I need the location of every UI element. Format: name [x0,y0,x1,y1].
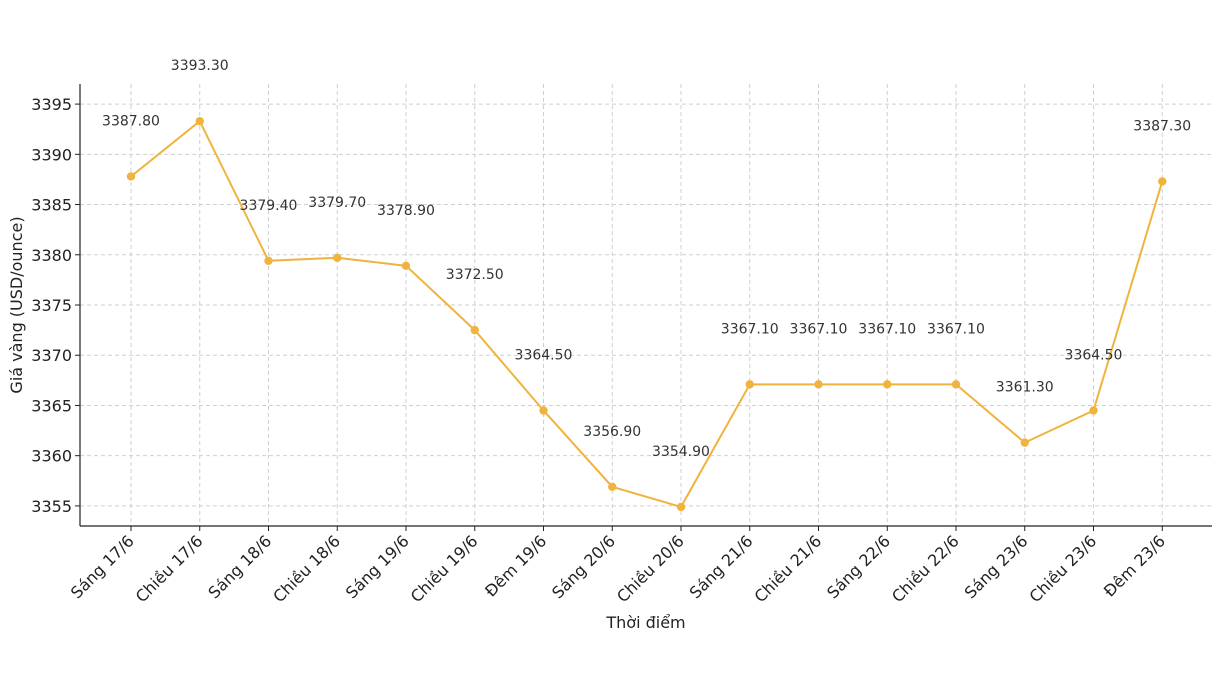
data-point [951,380,961,389]
x-tick-label: Sáng 22/6 [823,531,894,602]
data-point [608,482,617,492]
data-label: 3356.90 [583,424,641,440]
grid [80,84,1212,526]
x-tick-label: Sáng 19/6 [342,531,413,602]
data-labels: 3387.80 3393.30 3379.40 3379.70 3378.90 3372.… [102,58,1191,460]
x-tick-label: Chiều 17/6 [132,531,207,606]
data-point [883,380,892,389]
data-point [126,172,136,181]
data-label: 3354.90 [652,444,710,460]
y-tick-label: 3360 [31,447,72,466]
data-label: 3361.30 [996,380,1054,396]
x-tick-label: Sáng 21/6 [686,531,757,602]
y-tick-label: 3380 [31,246,72,265]
x-tick-label: Chiều 18/6 [269,531,344,606]
x-tick-label: Chiều 23/6 [1026,531,1101,606]
data-label: 3393.30 [171,58,229,74]
x-tick-label: Sáng 17/6 [67,531,138,602]
data-point [745,380,754,389]
data-label: 3367.10 [721,321,779,337]
x-axis-title: Thời điểm [605,613,685,632]
data-label: 3379.40 [240,198,298,214]
data-label: 3364.50 [1065,347,1123,363]
data-point [401,261,411,271]
data-label: 3367.10 [858,321,916,337]
data-label: 3367.10 [790,321,848,337]
x-tick-label: Đêm 23/6 [1100,531,1169,600]
y-ticks: 3355 3360 3365 3370 3375 3380 3385 3390 3395 [31,95,80,516]
x-tick-label: Chiều 21/6 [751,531,826,606]
x-tick-label: Sáng 20/6 [548,531,619,602]
y-tick-label: 3385 [31,196,72,215]
series-line [130,119,1164,509]
x-tick-label: Chiều 20/6 [613,531,688,606]
data-point [470,325,479,335]
x-tick-label: Sáng 23/6 [961,531,1032,602]
data-point [1020,438,1029,447]
y-tick-label: 3370 [31,346,72,365]
data-label: 3367.10 [927,321,985,337]
data-label: 3364.50 [515,347,573,363]
data-label: 3378.90 [377,203,435,219]
y-tick-label: 3390 [31,145,72,164]
data-point [814,380,823,389]
data-label: 3372.50 [446,267,504,283]
y-axis-title: Giá vàng (USD/ounce) [7,216,26,393]
x-tick-label: Chiều 19/6 [407,531,482,606]
series [126,116,1167,512]
x-tick-label: Đêm 19/6 [481,531,550,600]
data-label: 3379.70 [308,195,366,211]
y-tick-label: 3355 [31,497,72,516]
data-point [1158,177,1167,186]
x-tick-label: Sáng 18/6 [204,531,275,602]
data-label: 3387.30 [1133,118,1191,134]
data-point [1089,406,1098,415]
data-point [333,253,342,262]
y-tick-label: 3375 [31,296,72,315]
data-point [676,502,686,512]
y-tick-label: 3395 [31,95,72,114]
data-point [264,256,273,265]
data-point [539,406,548,415]
data-point [195,116,204,126]
data-label: 3387.80 [102,113,160,129]
y-tick-label: 3365 [31,396,72,415]
x-tick-label: Chiều 22/6 [888,531,963,606]
